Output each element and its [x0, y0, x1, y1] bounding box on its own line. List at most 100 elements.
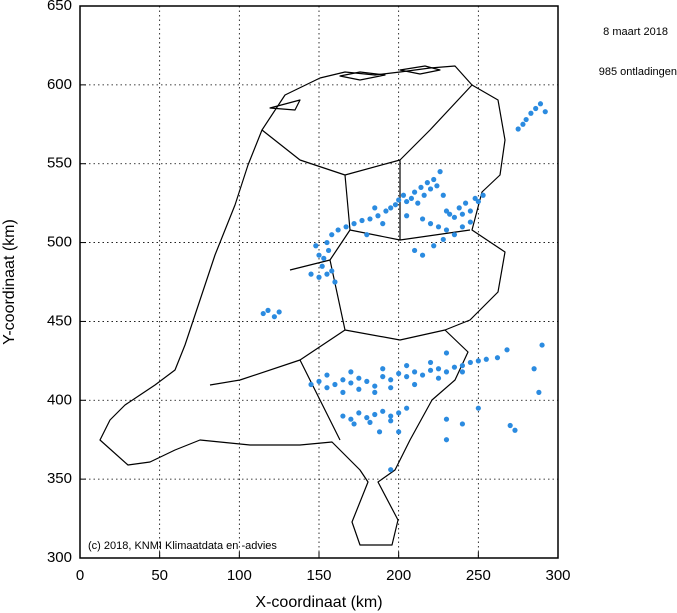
discharge-point [434, 183, 440, 189]
discharge-point [388, 205, 394, 211]
discharge-point [459, 362, 465, 369]
discharge-point [443, 208, 450, 214]
y-axis-label: Y-coordinaat (km) [1, 219, 18, 345]
discharge-point [427, 367, 434, 373]
discharge-point [412, 247, 418, 254]
discharge-point [396, 410, 402, 416]
discharge-point [443, 227, 450, 233]
credit: (c) 2018, KNMI Klimaatdata en -advies [88, 540, 277, 552]
discharge-point [351, 221, 357, 227]
discharge-point [367, 419, 373, 425]
discharge-point [467, 208, 473, 214]
discharge-point [419, 372, 426, 378]
discharge-point [324, 385, 330, 391]
discharge-point [483, 356, 489, 362]
discharge-point [443, 416, 450, 422]
y-tick-label: 300 [47, 549, 72, 566]
discharge-point [388, 413, 394, 419]
discharge-point [415, 200, 421, 206]
discharge-point [313, 243, 319, 249]
discharge-point [324, 271, 330, 277]
discharge-point [308, 271, 314, 277]
discharge-point [462, 200, 469, 206]
discharge-point [380, 408, 386, 414]
discharge-point [383, 208, 389, 214]
discharge-point [443, 437, 450, 443]
discharge-point [396, 429, 402, 435]
islands [269, 65, 441, 111]
province-borders [209, 84, 473, 441]
discharge-point [404, 405, 410, 411]
x-tick-label: 200 [386, 567, 411, 584]
discharge-point [340, 413, 346, 419]
discharge-point [536, 389, 542, 395]
discharge-point [400, 192, 407, 198]
discharge-point [507, 422, 513, 429]
discharge-point [475, 405, 481, 411]
discharge-point [380, 221, 386, 227]
discharge-point [271, 314, 277, 320]
x-tick-label: 150 [306, 567, 331, 584]
discharge-point [380, 374, 386, 380]
discharge-point [392, 202, 399, 208]
discharge-point [364, 415, 370, 421]
discharge-point [316, 274, 322, 280]
discharge-point [494, 355, 501, 361]
discharge-point [348, 380, 354, 386]
discharge-point [467, 219, 473, 225]
x-tick-label: 50 [151, 567, 168, 584]
discharge-point [440, 192, 446, 198]
discharge-point [375, 213, 381, 219]
x-tick-label: 300 [545, 567, 570, 584]
discharge-point [325, 247, 332, 254]
discharge-point [451, 232, 458, 238]
discharge-point [388, 467, 394, 473]
discharge-point [348, 369, 354, 375]
country-outline [99, 65, 506, 546]
discharge-point [542, 109, 548, 115]
discharge-point [419, 252, 426, 258]
discharge-point [435, 366, 442, 372]
discharge-point [431, 176, 437, 183]
discharge-point [356, 386, 362, 392]
discharge-point [456, 205, 462, 211]
discharge-point [475, 198, 481, 205]
discharge-point [437, 169, 443, 175]
discharge-point [515, 126, 521, 132]
discharge-point [276, 309, 282, 315]
discharge-point [419, 216, 426, 222]
discharge-point [512, 427, 518, 433]
discharge-point [459, 369, 465, 375]
discharge-point [332, 381, 338, 388]
x-tick-label: 100 [227, 567, 252, 584]
discharge-point [404, 198, 410, 205]
discharge-point [396, 370, 402, 377]
discharge-point [356, 410, 362, 416]
count-label: 985 ontladingen [599, 66, 677, 78]
discharge-point [412, 381, 418, 388]
discharge-point [324, 239, 330, 246]
discharge-point [340, 377, 346, 383]
discharge-point [348, 416, 354, 422]
discharge-point [421, 192, 427, 198]
discharge-point [388, 418, 394, 424]
discharge-point [531, 366, 537, 372]
discharge-point [364, 232, 370, 238]
discharge-point [435, 375, 442, 381]
discharge-point [359, 217, 365, 224]
discharge-point [427, 359, 434, 366]
discharge-point [418, 184, 424, 190]
discharge-point [329, 268, 335, 274]
discharge-point [316, 252, 322, 258]
discharge-point [539, 342, 545, 348]
discharge-point [459, 421, 465, 427]
discharge-point [265, 307, 271, 313]
y-tick-label: 500 [47, 234, 72, 251]
discharge-point [260, 310, 266, 317]
discharge-point [443, 350, 450, 356]
y-tick-label: 450 [47, 312, 72, 329]
discharge-point [329, 232, 335, 238]
y-tick-label: 350 [47, 470, 72, 487]
discharge-point [480, 192, 486, 198]
